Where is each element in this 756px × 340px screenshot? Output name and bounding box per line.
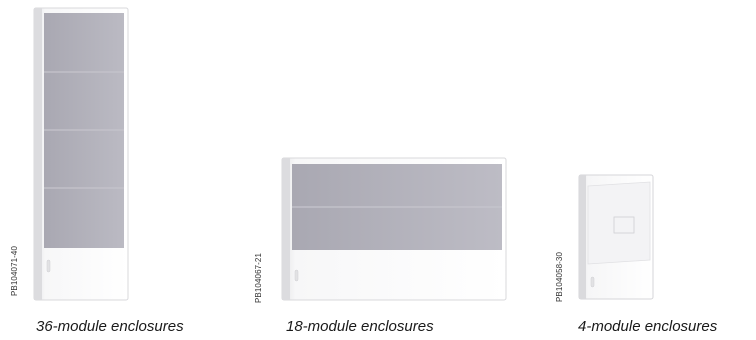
enclosure-36-module-image [33,7,129,301]
caption-36-module: 36-module enclosures [36,318,184,335]
caption-4-module: 4-module enclosures [578,318,718,335]
enclosure-4-module-image [578,174,654,300]
caption-18-module: 18-module enclosures [286,318,434,335]
reference-code: PB104058-30 [555,251,564,302]
reference-code: PB104071-40 [10,245,19,296]
reference-code: PB104067-21 [254,252,263,303]
enclosure-18-module-image [281,157,507,301]
